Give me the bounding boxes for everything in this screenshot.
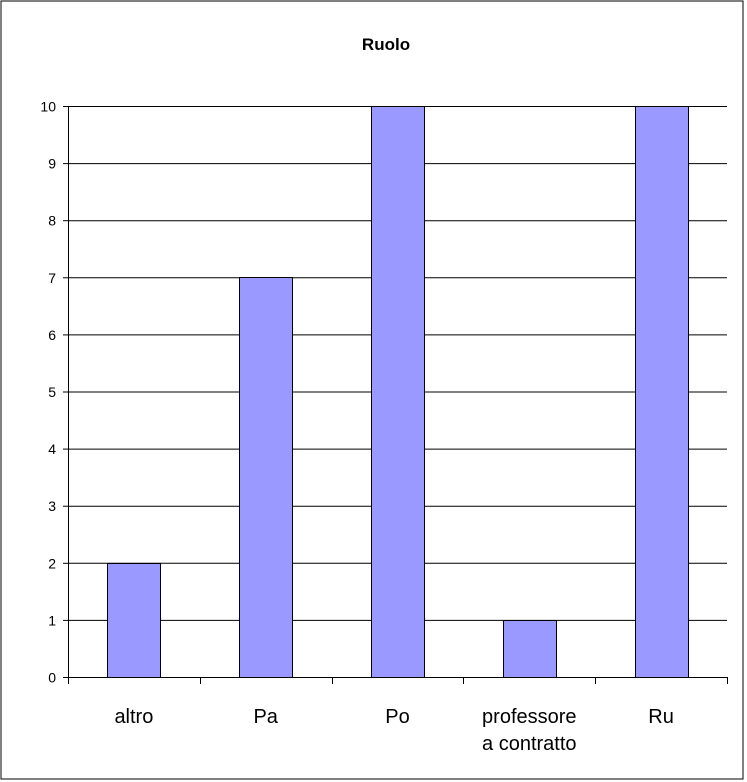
x-tick-label-0: altro — [114, 706, 153, 728]
x-tick-label-3: professore a contratto — [482, 706, 577, 755]
bar-Pa — [239, 277, 293, 678]
y-tick-label-8: 8 — [48, 213, 56, 229]
x-tick-label-2: Po — [385, 706, 409, 728]
x-tick-label-4: Ru — [648, 706, 674, 728]
bar-altro — [107, 563, 161, 678]
y-tick-labels: 0 1 2 3 4 5 6 7 8 9 10 — [40, 99, 56, 686]
y-tick-label-6: 6 — [48, 327, 56, 343]
y-tick-label-10: 10 — [40, 99, 56, 115]
x-tick-label-4-line-0: Ru — [648, 706, 674, 728]
chart-title: Ruolo — [362, 35, 410, 54]
bar-Ru — [635, 106, 689, 678]
y-tick-label-4: 4 — [48, 441, 56, 457]
x-tick-label-2-line-0: Po — [385, 706, 409, 728]
x-tick-label-3-line-0: professore — [482, 706, 577, 728]
x-tick-label-3-line-1: a contratto — [482, 733, 577, 755]
x-tick-label-1: Pa — [253, 706, 278, 728]
axes — [63, 106, 728, 684]
bar-Po — [371, 106, 425, 678]
y-tick-label-3: 3 — [48, 498, 56, 514]
y-tick-label-1: 1 — [48, 612, 56, 628]
y-tick-label-0: 0 — [48, 670, 56, 686]
x-tick-label-1-line-0: Pa — [253, 706, 278, 728]
y-tick-label-9: 9 — [48, 156, 56, 172]
x-tick-labels: altro Pa Po professore a contratto Ru — [114, 706, 673, 755]
y-tick-label-5: 5 — [48, 384, 56, 400]
x-tick-label-0-line-0: altro — [114, 706, 153, 728]
y-tick-label-2: 2 — [48, 555, 56, 571]
y-tick-label-7: 7 — [48, 270, 56, 286]
bar-professore-a-contratto — [503, 620, 557, 678]
